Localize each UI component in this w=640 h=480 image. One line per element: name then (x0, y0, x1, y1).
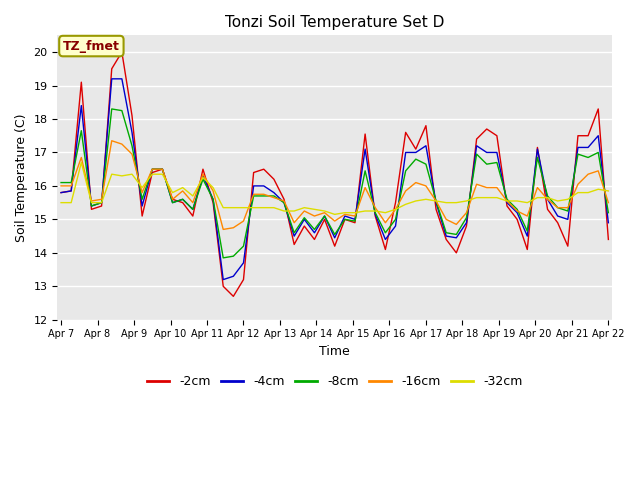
Text: TZ_fmet: TZ_fmet (63, 39, 120, 52)
Y-axis label: Soil Temperature (C): Soil Temperature (C) (15, 113, 28, 242)
X-axis label: Time: Time (319, 345, 350, 358)
Legend: -2cm, -4cm, -8cm, -16cm, -32cm: -2cm, -4cm, -8cm, -16cm, -32cm (142, 370, 527, 393)
Title: Tonzi Soil Temperature Set D: Tonzi Soil Temperature Set D (225, 15, 444, 30)
